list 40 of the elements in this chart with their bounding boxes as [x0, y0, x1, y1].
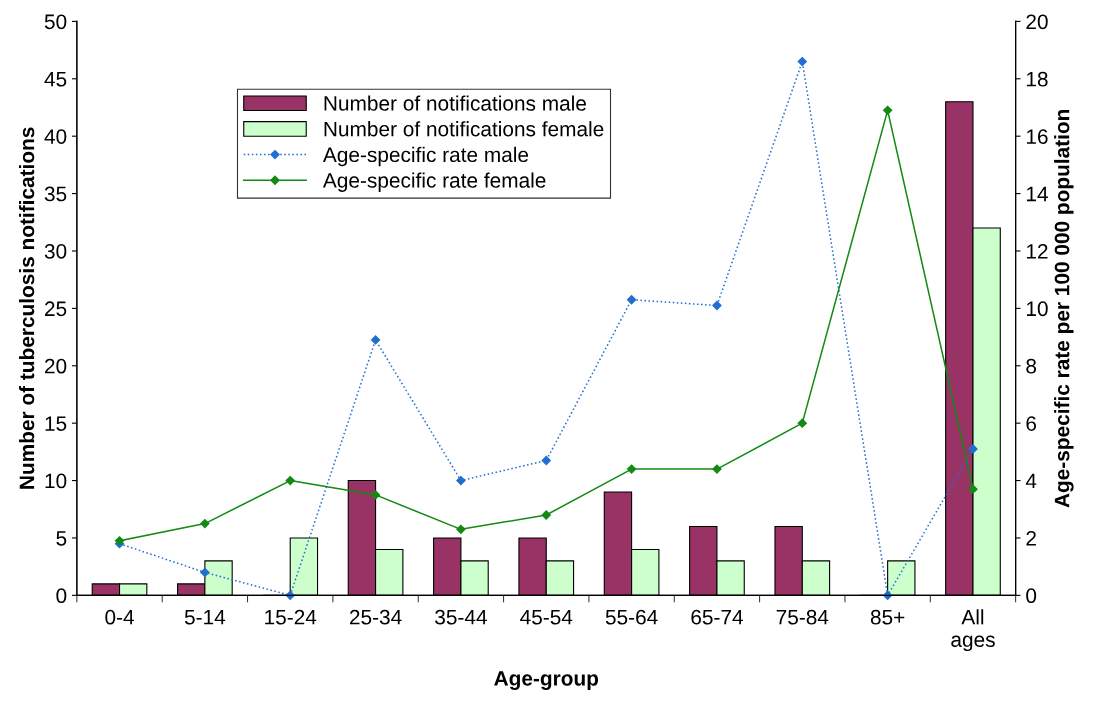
y-tick-label: 30: [44, 243, 67, 259]
x-tick-label: 85+: [870, 609, 905, 625]
x-tick-label: 15-24: [265, 609, 317, 625]
x-tick-label: 35-44: [435, 609, 487, 625]
x-tick-label: 55-64: [605, 609, 658, 625]
y-tick-label: 5: [56, 531, 67, 546]
legend-label: Age-specific rate male: [322, 146, 529, 167]
y-tick-label: 15: [45, 416, 67, 431]
y2-tick-label: 8: [1026, 358, 1037, 374]
y-axis-title: Number of tuberculosis notifications: [18, 127, 35, 489]
x-tick-label: All ages: [951, 609, 995, 652]
y2-tick-label: 14: [1026, 186, 1048, 202]
y2-tick-label: 2: [1026, 530, 1036, 546]
x-tick-label: 0-4: [105, 609, 134, 625]
legend-label: Age-specific rate female: [322, 172, 546, 192]
y2-axis-title: Age-specific rate per 100 000 population: [1054, 109, 1074, 508]
y-tick-label: 50: [44, 14, 67, 30]
x-tick-label: 45-54: [520, 610, 573, 625]
x-tick-label: 65-74: [691, 609, 743, 625]
x-tick-label: 5-14: [184, 610, 226, 625]
legend-label: Number of notifications male: [324, 95, 586, 111]
y-tick-label: 20: [45, 358, 67, 374]
y-tick-label: 35: [44, 186, 67, 202]
y-tick-label: 45: [44, 72, 67, 87]
y-tick-label: 40: [44, 129, 67, 144]
legend-label: Number of notifications female: [324, 121, 604, 137]
y2-tick-label: 0: [1026, 588, 1037, 604]
y2-tick-label: 6: [1026, 416, 1037, 431]
y-tick-label: 25: [45, 301, 67, 317]
x-axis-title: Age-group: [494, 671, 599, 690]
y2-tick-label: 10: [1026, 301, 1048, 317]
y2-tick-label: 4: [1025, 473, 1037, 489]
y2-tick-label: 20: [1026, 14, 1048, 30]
y2-tick-label: 16: [1026, 129, 1048, 144]
y2-tick-label: 12: [1026, 243, 1048, 259]
y2-tick-label: 18: [1026, 71, 1048, 87]
x-tick-label: 25-34: [349, 609, 402, 625]
y-tick-label: 0: [56, 588, 67, 604]
y-tick-label: 10: [45, 473, 67, 489]
x-tick-label: 75-84: [776, 609, 829, 625]
